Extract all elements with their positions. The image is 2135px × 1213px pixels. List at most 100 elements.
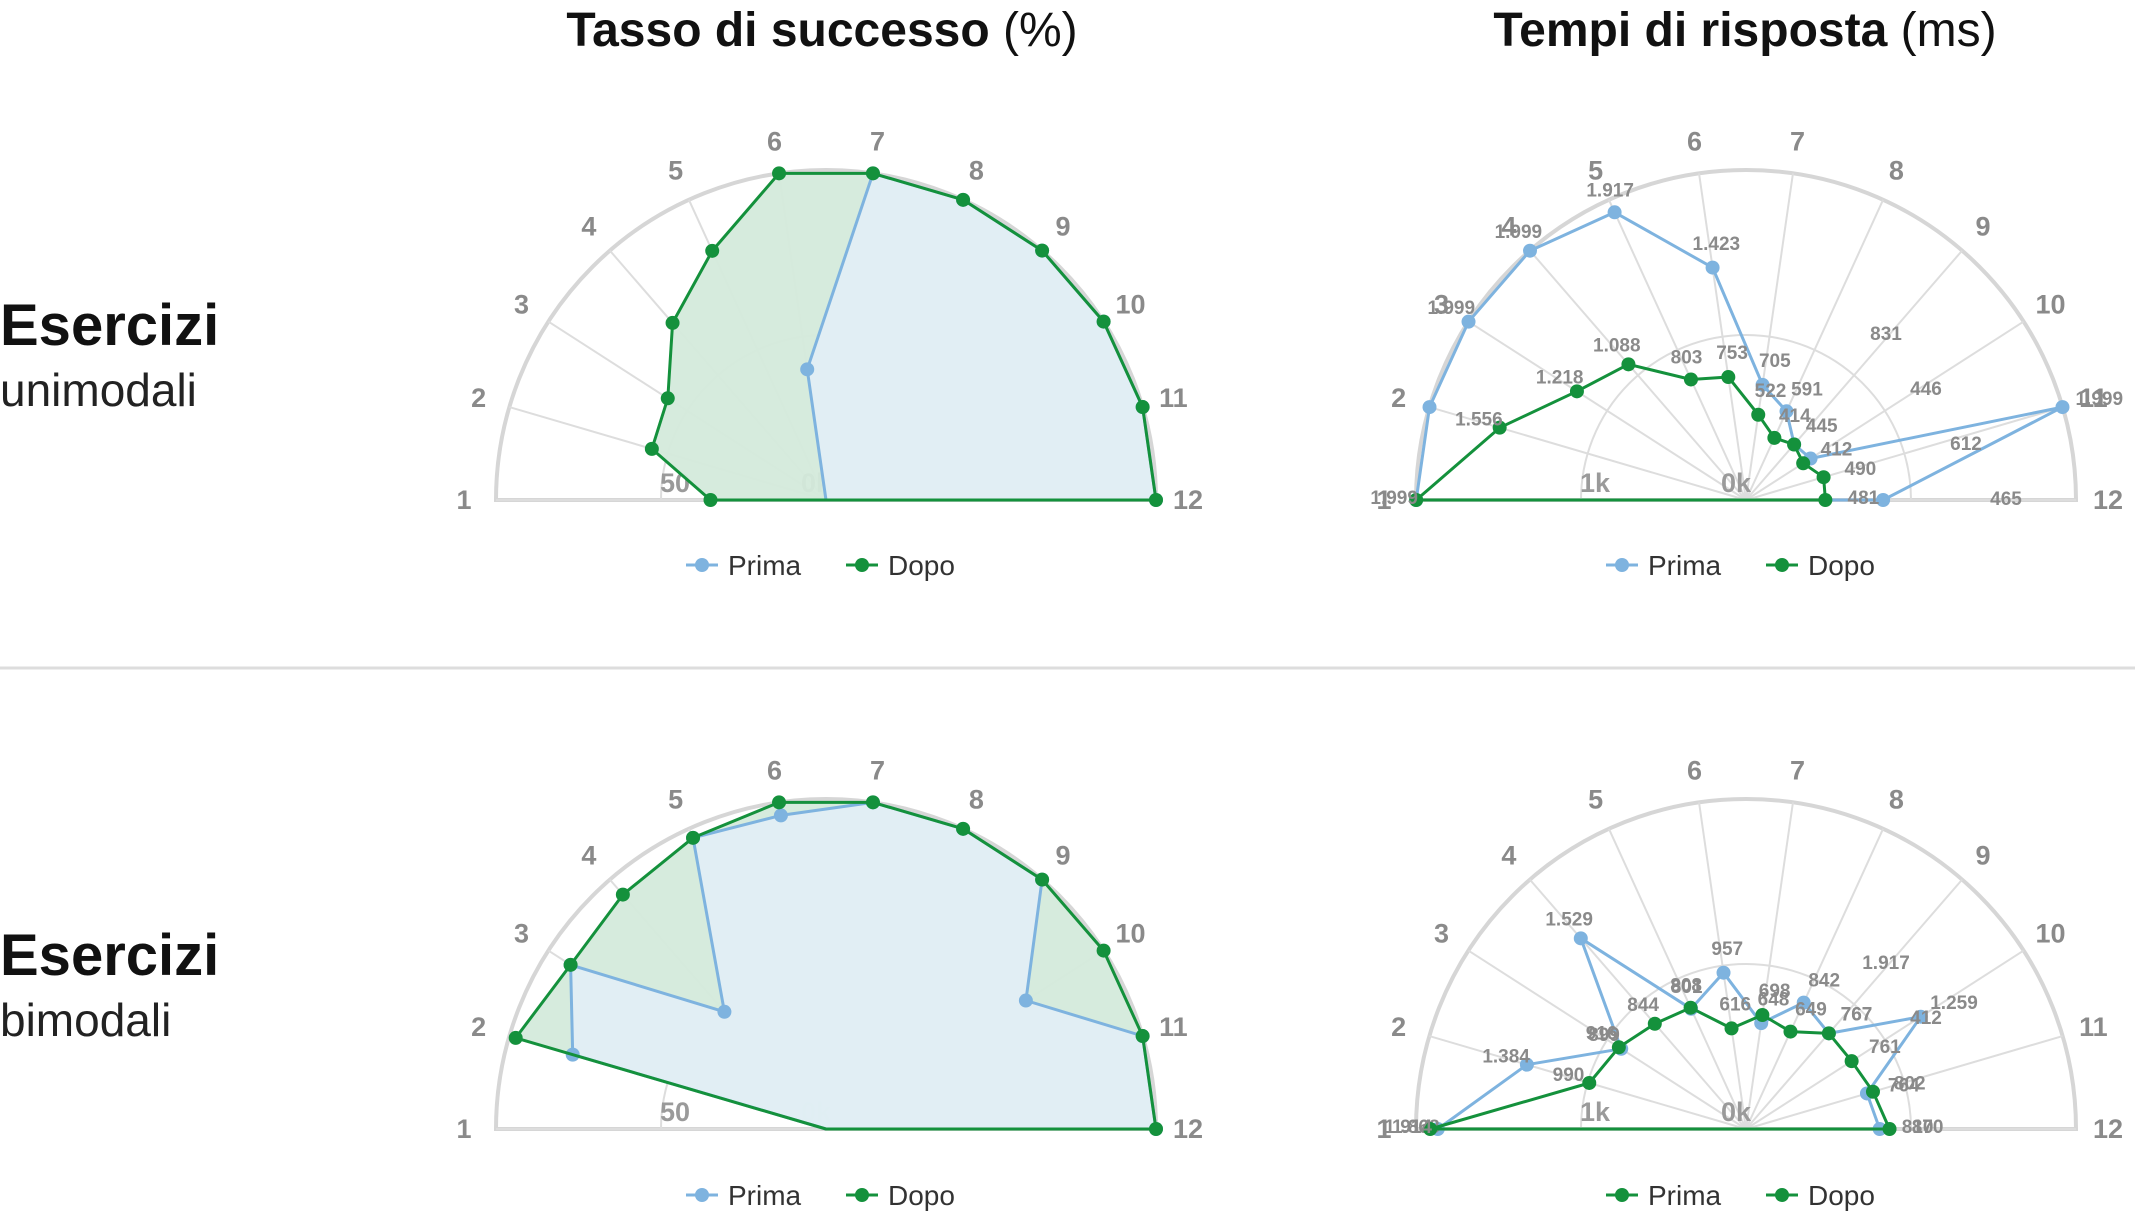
ring-label: 50: [660, 1097, 690, 1127]
data-point-dopo: [1724, 1021, 1739, 1036]
data-point-prima: [1573, 931, 1588, 946]
grid-spoke: [1745, 173, 1794, 501]
data-point-dopo: [772, 166, 787, 181]
category-label: 11: [1159, 1012, 1188, 1042]
data-label: 445: [1806, 416, 1838, 437]
data-label: 1.088: [1593, 336, 1641, 357]
category-label: 6: [767, 127, 782, 157]
data-label: 916: [1586, 1023, 1618, 1044]
legend-marker: [695, 1188, 709, 1202]
grid-spoke: [1745, 249, 1963, 501]
row-subheader-unimodal: unimodali: [0, 364, 197, 416]
ring-label: 1k: [1580, 1097, 1611, 1127]
data-point-prima: [1519, 1057, 1534, 1072]
chart-outline: [493, 168, 1159, 502]
data-point-dopo: [772, 795, 787, 810]
category-label: 2: [471, 1012, 486, 1042]
legend-label-prima: Prima: [1648, 1180, 1722, 1211]
category-label: 3: [1434, 289, 1449, 319]
data-label: 753: [1716, 343, 1748, 364]
data-point-dopo: [705, 243, 720, 258]
column-header-time: Tempi di risposta (ms): [1493, 4, 1996, 57]
chart-outline: [1413, 797, 2079, 1131]
data-point-dopo: [1035, 872, 1050, 887]
data-label-extra: 465: [1990, 489, 2022, 510]
data-label: 414: [1779, 406, 1811, 427]
category-label: 1: [456, 1114, 471, 1144]
data-point-dopo: [1423, 1122, 1438, 1136]
data-point-prima: [1422, 400, 1437, 415]
category-label: 11: [2079, 383, 2108, 413]
data-point-dopo: [1492, 420, 1507, 435]
grid-spoke: [1745, 199, 1884, 501]
data-point-dopo: [1796, 456, 1811, 471]
data-label-extra: 831: [1870, 324, 1902, 345]
data-label: 698: [1759, 981, 1791, 1002]
data-label: 490: [1845, 459, 1877, 480]
column-header-success-bold: Tasso di successo: [566, 4, 989, 57]
data-label: 648: [1758, 989, 1790, 1010]
category-label: 1: [456, 485, 471, 515]
data-label: 1.999: [1370, 488, 1418, 509]
category-label: 8: [1889, 785, 1904, 815]
category-label: 1: [1376, 485, 1391, 515]
grid-spoke: [1529, 878, 1747, 1130]
legend-label-prima: Prima: [728, 1180, 802, 1211]
data-point-dopo: [1647, 1016, 1662, 1031]
data-point-prima: [1796, 995, 1811, 1010]
legend-marker: [855, 1188, 869, 1202]
data-point-dopo: [1683, 372, 1698, 387]
data-point-prima: [1755, 377, 1770, 392]
legend-label-dopo: Dopo: [1808, 550, 1875, 581]
data-point-prima: [1607, 205, 1622, 220]
data-label: 990: [1553, 1065, 1585, 1086]
data-label: 481: [1848, 488, 1880, 509]
column-header-time-bold: Tempi di risposta: [1493, 4, 1887, 57]
grid-spoke: [1745, 878, 1963, 1130]
category-label: 5: [1588, 156, 1603, 186]
data-point-dopo: [1755, 1008, 1770, 1023]
data-label-extra: 446: [1910, 379, 1942, 400]
data-point-prima: [1523, 243, 1538, 258]
data-point-dopo: [644, 441, 659, 456]
grid-spoke: [1745, 320, 2025, 501]
category-label: 12: [2093, 1114, 2123, 1144]
category-label: 6: [767, 756, 782, 786]
data-point-dopo: [1787, 437, 1802, 452]
data-label: 899: [1588, 1025, 1620, 1046]
data-point-dopo: [1582, 1075, 1597, 1090]
data-point-dopo: [1751, 407, 1766, 422]
category-label: 12: [1173, 1114, 1203, 1144]
category-label: 9: [1976, 211, 1991, 241]
category-label: 10: [2036, 918, 2066, 948]
data-point-prima: [1913, 1009, 1928, 1024]
category-label: 3: [1434, 918, 1449, 948]
category-label: 11: [1159, 383, 1188, 413]
category-label: 9: [1976, 840, 1991, 870]
category-label: 10: [1116, 918, 1146, 948]
data-point-dopo: [1721, 370, 1736, 385]
data-point-prima: [1018, 993, 1033, 1008]
legend-marker: [1775, 1188, 1789, 1202]
grid-spoke: [1467, 320, 1747, 501]
legend-label-prima: Prima: [728, 550, 802, 581]
category-label: 10: [1116, 289, 1146, 319]
grid-spoke: [1429, 406, 1747, 501]
data-label: 1.914: [1384, 1117, 1432, 1138]
category-label: 7: [1790, 127, 1805, 157]
data-point-prima: [2055, 400, 2070, 415]
data-point-dopo: [865, 795, 880, 810]
data-point-dopo: [1096, 943, 1111, 958]
data-point-dopo: [956, 192, 971, 207]
data-label: 616: [1719, 995, 1751, 1016]
data-point-prima: [800, 362, 815, 377]
category-label: 1: [1376, 1114, 1391, 1144]
data-point-dopo: [508, 1030, 523, 1045]
category-label: 7: [870, 756, 885, 786]
data-label: 957: [1711, 939, 1743, 960]
data-point-prima: [1705, 260, 1720, 275]
category-label: 8: [969, 156, 984, 186]
category-label: 9: [1056, 211, 1071, 241]
chart-success-bimodal: 123456789101112500kPrimaDopo: [456, 756, 1203, 1211]
